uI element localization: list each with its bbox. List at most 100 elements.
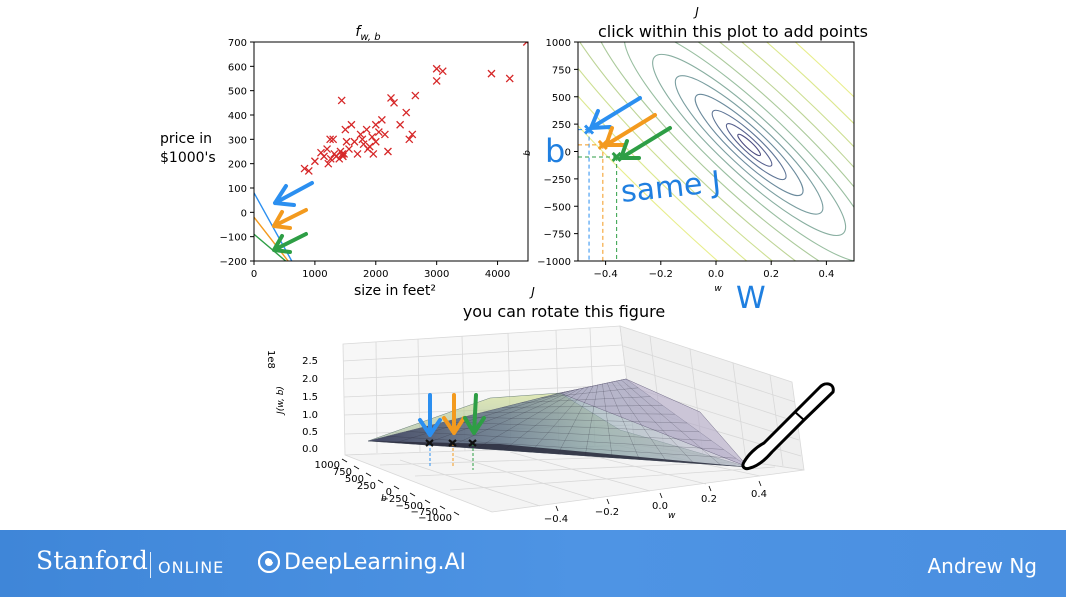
data-point <box>341 125 350 134</box>
contour-plot[interactable]: J click within this plot to add points −… <box>322 0 1066 530</box>
scatter-ytick-label: 600 <box>228 62 247 73</box>
scatter-ytick-label: 700 <box>228 38 247 49</box>
data-point <box>310 157 319 166</box>
surface-btick-label: 0 <box>386 487 392 498</box>
scatter-ylabel-line1: price in <box>160 131 212 147</box>
surface-z-axis: 1e8 J(w, b) 2.5 2.0 1.5 1.0 0.5 0.0 <box>265 350 318 455</box>
data-point <box>324 159 333 168</box>
contour-level <box>725 123 773 167</box>
deeplearning-label: DeepLearning.AI <box>284 550 467 575</box>
data-point <box>350 137 359 146</box>
scatter-xtick-label: 4000 <box>485 269 510 280</box>
scatter-xtick-label: 2000 <box>363 269 388 280</box>
surface-btick-label: −1000 <box>418 513 452 524</box>
data-point <box>342 137 351 146</box>
data-point <box>371 120 380 129</box>
surface-mesh-line <box>483 412 675 415</box>
data-point <box>368 132 377 141</box>
contour-guide-lines <box>578 129 618 261</box>
scatter-ytick-label: 100 <box>228 184 247 195</box>
contour-level <box>674 75 824 215</box>
stanford-logo: Stanford <box>36 546 149 575</box>
surface-zlabel: J(w, b) <box>276 386 286 416</box>
surface-btick-label: 1000 <box>315 460 340 471</box>
data-point <box>345 145 353 154</box>
contour-level <box>711 109 787 181</box>
contour-level <box>737 133 762 157</box>
data-point <box>402 108 411 117</box>
surface-wtick-mark <box>659 492 663 499</box>
hand-b-label: b <box>545 132 565 170</box>
data-point <box>320 152 328 161</box>
contour-xtick-label: 0.2 <box>763 269 779 280</box>
contour-title: click within this plot to add points <box>598 22 868 41</box>
surface-btick-label: −500 <box>396 501 423 512</box>
contour-level <box>578 42 854 261</box>
surface-title-j: J <box>529 285 535 299</box>
surface-wtick-label: 0.4 <box>751 489 767 500</box>
contour-lines <box>578 42 854 261</box>
surface-zscale: 1e8 <box>265 350 276 369</box>
surface-btick-label: −750 <box>411 507 438 518</box>
scatter-axes-frame <box>253 41 529 262</box>
contour-ytick-label: 750 <box>552 65 571 76</box>
contour-xtick-label: −0.2 <box>649 269 673 280</box>
contour-level <box>589 42 854 261</box>
surface-mesh-line <box>387 436 736 459</box>
arrow-blue-scatter <box>273 181 314 207</box>
surface-wtick-label: 0.0 <box>652 501 668 512</box>
data-point <box>383 147 392 156</box>
deeplearning-logo: DeepLearning.AI <box>257 550 467 575</box>
hand-w-label: W <box>736 281 766 316</box>
arrow-orange-contour <box>604 113 657 147</box>
data-point <box>365 142 374 151</box>
surface-ztick-label: 0.0 <box>302 444 318 455</box>
scatter-ytick-label: 200 <box>228 160 247 171</box>
surface-btick-label: 500 <box>345 474 364 485</box>
contour-level <box>578 42 854 261</box>
surface-btick-mark <box>353 465 360 470</box>
data-point <box>438 67 447 76</box>
scatter-ticks: 0 1000 2000 3000 40007006005004003002001000−… <box>220 38 511 280</box>
contour-xlabel: w <box>714 284 722 294</box>
scatter-ytick-label: −200 <box>220 257 247 268</box>
contour-level <box>652 53 847 237</box>
scatter-ytick-label: −100 <box>220 233 247 244</box>
data-point <box>387 94 395 102</box>
contour-title-j: J <box>693 5 699 19</box>
surface-ztick-label: 2.0 <box>302 374 318 385</box>
arrow-green-scatter <box>272 232 308 254</box>
deeplearning-icon <box>257 550 281 574</box>
surface-wtick-label: 0.2 <box>701 494 717 505</box>
contour-ytick-label: 1000 <box>546 38 571 49</box>
surface-ztick-label: 1.5 <box>302 392 318 403</box>
surface-btick-label: 750 <box>333 467 352 478</box>
surface-btick-mark <box>409 492 416 497</box>
scatter-ytick-label: 300 <box>228 135 247 146</box>
online-label: ONLINE <box>158 558 225 577</box>
surface-wtick-label: −0.2 <box>595 507 619 518</box>
contour-ticks: −0.4 −0.2 0.0 0.2 0.4 1000 750 500 250 0 −250 −500 −… <box>537 38 834 280</box>
contour-xtick-label: 0.4 <box>818 269 834 280</box>
data-point <box>405 135 414 144</box>
arrow-orange-surface <box>442 393 466 435</box>
surface-btick-mark <box>453 511 460 516</box>
surface-mesh-line <box>444 421 700 432</box>
surface-mesh-line <box>463 416 688 424</box>
hand-same-j: same J <box>619 165 722 210</box>
arrow-green-surface <box>463 393 486 435</box>
scatter-xtick-label: 3000 <box>424 269 449 280</box>
data-point <box>374 128 383 136</box>
footer-bar: Stanford ONLINE DeepLearning.AI Andrew N… <box>0 530 1066 597</box>
contour-ytick-label: −500 <box>544 202 571 213</box>
data-point <box>390 98 399 107</box>
data-point <box>329 135 338 144</box>
contour-ytick-label: 500 <box>552 93 571 104</box>
contour-ytick-label: −1000 <box>537 257 571 268</box>
surface-ztick-label: 1.0 <box>302 410 318 421</box>
data-point <box>377 115 386 124</box>
surface-plot[interactable]: J you can rotate this figure <box>265 285 805 525</box>
contour-ytick-label: −750 <box>544 230 571 241</box>
data-point <box>353 149 362 158</box>
model-line-green <box>254 233 287 261</box>
